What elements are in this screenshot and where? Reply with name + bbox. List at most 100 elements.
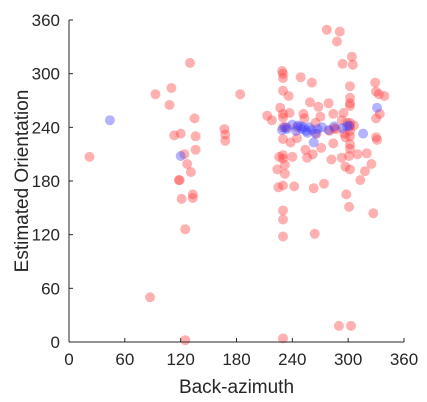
data-point-0-102 [345, 139, 355, 150]
data-point-0-104 [345, 164, 355, 175]
data-point-0-85 [337, 58, 348, 69]
y-tick-label-6: 360 [32, 11, 60, 30]
data-point-1-20 [329, 121, 340, 132]
data-point-0-103 [345, 143, 355, 154]
data-point-0-28 [273, 182, 284, 193]
data-point-0-96 [345, 98, 355, 109]
data-point-0-9 [176, 193, 187, 204]
data-point-0-46 [279, 159, 290, 170]
data-point-0-92 [344, 201, 355, 212]
data-point-0-32 [278, 68, 288, 79]
data-point-0-98 [345, 117, 355, 128]
data-point-1-11 [301, 125, 312, 136]
x-tick-label-5: 300 [334, 350, 362, 369]
data-point-0-90 [341, 189, 352, 200]
data-point-0-14 [185, 57, 195, 68]
data-point-0-22 [220, 129, 231, 140]
data-point-0-67 [311, 128, 322, 139]
x-axis-label: Back-azimuth [179, 377, 294, 398]
data-point-0-120 [373, 89, 384, 100]
data-point-0-75 [326, 154, 337, 165]
data-point-0-45 [278, 333, 288, 344]
data-point-0-106 [346, 51, 357, 62]
data-point-0-29 [274, 151, 285, 162]
data-point-1-13 [304, 122, 315, 133]
data-point-0-44 [278, 231, 288, 242]
points-layer [84, 24, 390, 346]
data-point-0-113 [366, 159, 377, 169]
data-point-0-20 [190, 144, 201, 155]
data-point-0-38 [278, 134, 288, 144]
x-tick-label-4: 240 [278, 350, 306, 369]
data-point-0-60 [302, 152, 313, 163]
data-point-0-66 [310, 117, 321, 128]
data-point-0-91 [342, 117, 353, 128]
data-point-0-59 [300, 144, 311, 155]
x-tick-label-0: 0 [64, 350, 73, 369]
data-point-1-17 [312, 124, 323, 135]
data-point-0-72 [321, 24, 332, 35]
data-point-0-34 [278, 85, 288, 96]
data-point-0-95 [345, 92, 355, 103]
data-point-0-37 [278, 122, 288, 133]
data-point-1-14 [306, 125, 317, 135]
data-point-0-115 [370, 77, 381, 88]
data-point-1-9 [296, 124, 307, 135]
data-point-0-47 [279, 168, 290, 179]
data-point-0-0 [84, 151, 95, 162]
data-point-0-110 [355, 175, 366, 186]
data-point-0-89 [340, 161, 351, 172]
data-point-0-121 [374, 108, 385, 119]
data-point-0-1 [145, 292, 155, 303]
data-point-0-19 [190, 131, 201, 142]
y-tick-label-2: 120 [32, 226, 60, 245]
data-point-0-118 [371, 132, 382, 143]
data-point-1-18 [317, 122, 328, 133]
data-point-0-112 [361, 148, 372, 159]
data-point-0-51 [285, 137, 296, 148]
data-point-0-35 [278, 108, 288, 119]
data-point-0-13 [182, 159, 193, 169]
data-point-0-100 [345, 125, 355, 136]
data-point-0-69 [315, 111, 326, 122]
data-point-0-74 [324, 125, 335, 136]
axes: 0 60 120 180 240 300 360 0 60 120 180 240 300 360 [32, 11, 419, 369]
data-point-0-21 [219, 124, 230, 135]
data-point-1-6 [291, 125, 302, 136]
data-point-1-7 [292, 120, 303, 131]
data-point-0-43 [278, 214, 288, 225]
data-point-1-16 [310, 128, 321, 139]
data-point-0-57 [298, 108, 309, 119]
data-point-0-65 [309, 228, 320, 239]
data-point-1-2 [277, 125, 288, 135]
data-point-0-6 [173, 175, 184, 186]
data-point-0-64 [308, 183, 319, 194]
data-point-0-42 [278, 205, 288, 216]
data-point-1-4 [281, 124, 292, 135]
data-point-1-21 [337, 123, 348, 134]
data-point-1-15 [308, 137, 319, 148]
data-point-0-41 [278, 180, 288, 191]
data-point-0-3 [164, 100, 175, 110]
data-point-0-17 [187, 193, 198, 203]
x-tick-label-3: 180 [222, 350, 250, 369]
data-point-0-80 [332, 36, 342, 47]
data-point-0-15 [185, 167, 196, 178]
data-point-0-94 [345, 81, 355, 92]
data-point-1-0 [104, 115, 115, 126]
data-point-0-53 [289, 181, 300, 192]
data-point-0-2 [150, 89, 161, 100]
data-point-0-93 [344, 151, 355, 161]
y-tick-label-0: 0 [51, 333, 60, 352]
data-point-0-25 [262, 110, 273, 121]
data-point-1-19 [323, 125, 334, 135]
data-point-0-97 [345, 100, 355, 111]
data-point-0-58 [299, 113, 310, 124]
data-point-0-30 [275, 102, 286, 113]
data-point-0-71 [319, 178, 329, 189]
data-point-1-12 [302, 127, 313, 138]
data-point-0-122 [379, 91, 390, 101]
data-point-0-4 [166, 83, 177, 93]
data-point-0-12 [180, 335, 191, 346]
y-tick-label-5: 300 [32, 65, 60, 84]
